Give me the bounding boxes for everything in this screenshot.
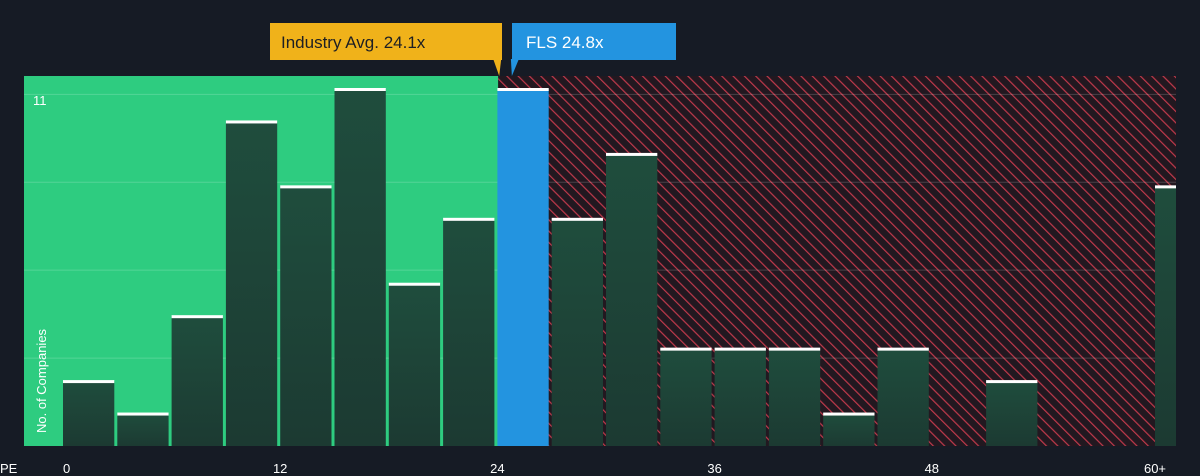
histogram-bar	[63, 381, 115, 446]
company-bar	[497, 89, 549, 446]
x-tick-label: 60+	[1144, 461, 1166, 476]
histogram-bar-top	[823, 412, 875, 416]
histogram-bar-top	[714, 347, 766, 351]
histogram-bar	[225, 121, 278, 447]
histogram-bar	[334, 89, 386, 446]
histogram-bar-top	[606, 152, 658, 156]
company-pointer	[510, 59, 519, 76]
x-axis-label: PE	[0, 461, 18, 476]
histogram-bar-top	[117, 412, 169, 416]
y-tick-label: 11	[33, 93, 47, 108]
y-axis-label: No. of Companies	[34, 328, 49, 433]
histogram-bar	[768, 348, 821, 446]
company-callout	[512, 23, 676, 60]
histogram-bar	[877, 348, 929, 446]
histogram-bar	[280, 186, 332, 446]
histogram-bar-top	[660, 347, 712, 351]
histogram-bar-top	[768, 347, 821, 351]
x-tick-label: 24	[490, 461, 504, 476]
company-label: FLS 24.8x	[526, 33, 604, 52]
histogram-bar	[117, 413, 169, 446]
histogram-bar-top	[551, 217, 603, 221]
histogram-bar-top	[280, 185, 332, 189]
histogram-bar	[714, 348, 766, 446]
histogram-bar	[443, 218, 495, 446]
x-tick-label: 12	[273, 461, 287, 476]
histogram-bar-top	[986, 380, 1038, 384]
histogram-bar-top	[63, 380, 115, 384]
histogram-bar-top	[1155, 185, 1176, 189]
histogram-bar-top	[171, 315, 223, 319]
histogram-bar-top	[388, 282, 441, 286]
industry-avg-callout	[270, 23, 502, 60]
histogram-bar-top	[225, 120, 278, 124]
industry-avg-pointer	[493, 59, 502, 76]
histogram-bar	[551, 218, 603, 446]
histogram-bar-top	[877, 347, 929, 351]
histogram-bar	[986, 381, 1038, 446]
histogram-bar-top	[334, 88, 386, 91]
histogram-bar-top	[443, 217, 495, 221]
x-tick-label: 48	[925, 461, 939, 476]
x-tick-label: 0	[63, 461, 70, 476]
histogram-bar	[388, 283, 441, 446]
company-bar-top	[497, 88, 549, 91]
x-tick-label: 36	[707, 461, 721, 476]
industry-avg-label: Industry Avg. 24.1x	[281, 33, 426, 52]
histogram-bar	[1155, 186, 1176, 446]
histogram-bar	[606, 153, 658, 446]
histogram-bar	[823, 413, 875, 446]
histogram-bar	[171, 316, 223, 446]
histogram-bar	[660, 348, 712, 446]
